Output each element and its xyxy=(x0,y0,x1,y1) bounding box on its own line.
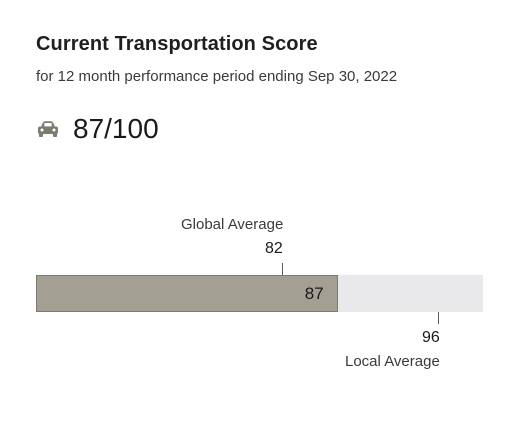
global-average-label: Global Average xyxy=(181,216,284,233)
card-subtitle: for 12 month performance period ending S… xyxy=(36,68,398,85)
local-average-value: 96 xyxy=(422,329,440,346)
global-average-marker xyxy=(282,263,283,275)
score-row: 87/100 xyxy=(36,111,159,147)
local-average-label: Local Average xyxy=(345,353,440,370)
score-bar-fill xyxy=(36,275,338,312)
global-average-value: 82 xyxy=(265,240,283,257)
score-value: 87/100 xyxy=(73,113,159,144)
score-bar: 87 xyxy=(36,275,483,312)
local-average-marker xyxy=(438,312,439,324)
score-bar-value: 87 xyxy=(304,284,324,303)
car-icon xyxy=(36,119,60,139)
card-title: Current Transportation Score xyxy=(36,33,318,55)
